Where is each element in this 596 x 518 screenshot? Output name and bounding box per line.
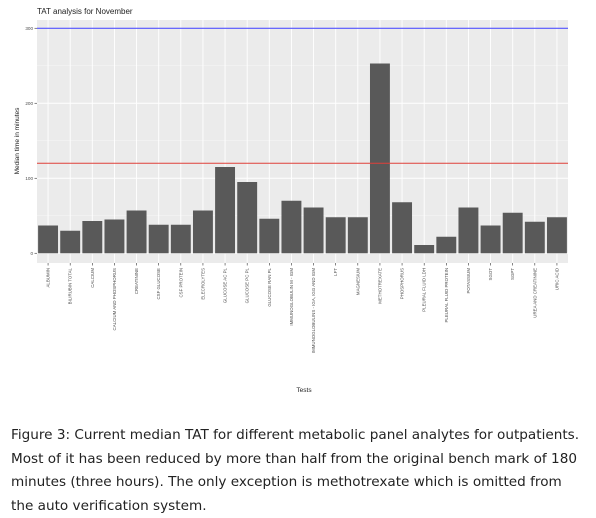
bar-urea-and-creatinine [524,221,545,254]
x-axis-ticks: ALBUMIN BILIRUBIN TOTAL CALCIUM CALCIUM AND… [46,263,559,353]
bar-csf-protein [170,224,191,254]
bar-elecrolytes [192,210,213,254]
bar-calcium [82,221,103,254]
x-tick-label: IMMUNOGLOBULIN M - IGM [289,268,294,326]
bars-layer [38,63,567,254]
bar-glucose-ac-pl [215,167,236,254]
y-axis-ticks: 0 100 200 300 [25,26,37,256]
x-tick-label: PLEURAL FLUID PROTEIN [444,268,449,323]
bar-glucose-pc-pl [237,182,258,254]
x-tick-label: SGOT [488,268,493,281]
bar-immunoglobulin-m-igm [281,200,302,254]
bar-pleural-fluid-protein [436,236,457,254]
x-tick-label: SGPT [510,268,515,280]
x-tick-label: GLUCOSE AC PL [223,267,228,303]
bar-methotrexate [369,63,390,254]
bar-bilirubin-total [60,230,81,254]
y-tick-label: 300 [25,26,33,31]
reference-lines-layer [37,27,568,164]
x-tick-label: BILIRUBIN TOTAL [68,267,73,304]
x-tick-label: URIC ACID [554,268,559,290]
bar-lft [325,217,346,254]
x-tick-label: LFT [333,268,338,276]
bar-sgot [480,225,501,254]
x-tick-label: GLUCOSE PC PL [245,267,250,303]
bar-calcium-and-phosphorus [104,219,125,254]
x-tick-label: UREA AND CREATININE [532,268,537,318]
y-tick-label: 100 [25,176,33,181]
bar-chart: TAT analysis for November 0 100 200 300 ALB… [14,7,568,394]
y-tick-label: 200 [25,101,33,106]
x-tick-label: GLUCOSE RAN PL [267,267,272,306]
bar-pleural-fluid-ldh [414,245,435,254]
bar-magnesium [347,217,368,254]
bar-csf-glucose [148,224,169,254]
x-tick-label: POTASSIUM [466,268,471,294]
x-tick-label: CSF PROTEIN [178,268,183,298]
bar-glucose-ran-pl [259,218,280,254]
x-axis-title: Tests [296,387,312,394]
x-tick-label: CREATININE [134,268,139,294]
x-tick-label: PHOSPHORUS [400,268,405,299]
bar-phosphorus [392,202,413,254]
chart-title: TAT analysis for November [37,7,133,16]
y-tick-label: 0 [30,251,33,256]
bar-uric-acid [546,217,567,254]
bar-creatinine [126,210,147,254]
x-tick-label: CSF GLUCOSE [156,268,161,300]
bar-sgpt [502,212,523,254]
x-tick-label: METHOTREXATE [377,268,382,304]
x-tick-label: PLEURAL FLUID LDH [422,268,427,312]
bar-potassium [458,207,479,254]
plot-panel [37,20,568,263]
figure-caption: Figure 3: Current median TAT for differe… [11,427,580,514]
x-tick-label: ELECROLYTES [200,268,205,300]
x-tick-label: IMMUNOGLOBULINS - IGA, IGG AND IGM [311,268,316,353]
x-tick-label: ALBUMIN [46,268,51,288]
chart-figure: TAT analysis for November 0 100 200 300 ALB… [14,7,568,394]
x-tick-label: CALCIUM AND PHOSPHORUS [112,268,117,331]
x-tick-label: MAGNESIUM [355,268,360,295]
bar-albumin [38,225,59,254]
bar-immunoglobulins-iga-igg-and-igm [303,207,324,254]
y-axis-title: Median time in minutes [14,107,21,175]
x-tick-label: CALCIUM [90,268,95,288]
